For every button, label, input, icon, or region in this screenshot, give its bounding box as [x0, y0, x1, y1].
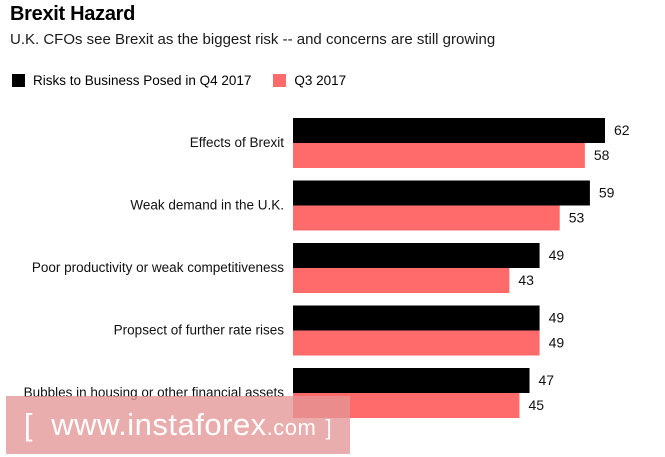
legend-item-q4: Risks to Business Posed in Q4 2017 [12, 73, 251, 88]
value-label-q3-1: 53 [569, 210, 585, 226]
bar-q4-0 [293, 118, 605, 143]
value-label-q3-2: 43 [518, 272, 534, 288]
bar-q3-0 [293, 143, 585, 168]
value-label-q4-3: 49 [549, 310, 565, 326]
category-label-0: Effects of Brexit [190, 135, 285, 150]
bar-q3-1 [293, 205, 560, 231]
legend-label-q4: Risks to Business Posed in Q4 2017 [33, 73, 252, 88]
legend-swatch-q3 [273, 74, 287, 87]
value-label-q4-1: 59 [599, 185, 615, 201]
bar-q3-2 [293, 268, 510, 293]
value-label-q3-0: 58 [594, 147, 610, 163]
legend: Risks to Business Posed in Q4 2017 Q3 20… [12, 73, 368, 88]
watermark: [ www.instaforex.com ] [6, 396, 350, 454]
category-label-1: Weak demand in the U.K. [130, 198, 284, 213]
legend-label-q3: Q3 2017 [294, 73, 347, 88]
category-label-2: Poor productivity or weak competitivenes… [32, 260, 284, 275]
bar-q4-1 [293, 180, 590, 206]
chart-title: Brexit Hazard [10, 3, 136, 25]
value-label-q4-0: 62 [614, 122, 630, 138]
value-label-q3-4: 45 [528, 397, 544, 413]
bar-q4-4 [293, 368, 530, 393]
value-label-q4-4: 47 [539, 372, 555, 388]
legend-swatch-q4 [12, 74, 25, 87]
bar-q4-2 [293, 243, 540, 268]
watermark-text: [ www.instaforex.com ] [23, 407, 333, 442]
chart-subtitle: U.K. CFOs see Brexit as the biggest risk… [10, 31, 496, 48]
bar-q3-3 [293, 330, 540, 356]
value-label-q4-2: 49 [549, 247, 565, 263]
value-label-q3-3: 49 [549, 335, 565, 351]
bar-q4-3 [293, 305, 540, 331]
legend-item-q3: Q3 2017 [273, 73, 346, 88]
category-label-3: Propsect of further rate rises [114, 323, 285, 338]
